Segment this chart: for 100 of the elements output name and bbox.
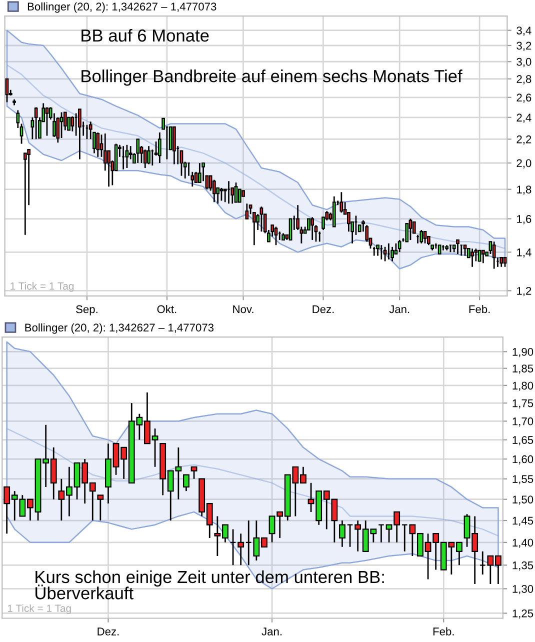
y-tick-label: 2,8: [516, 75, 532, 84]
y-tick-label: 1,80: [512, 382, 534, 391]
annotation: BB auf 6 Monate: [82, 28, 209, 42]
x-tick-label: Jan.: [389, 305, 410, 314]
candlestick: [500, 256, 504, 268]
candlestick: [230, 528, 236, 566]
candlestick: [405, 222, 409, 242]
legend-label: Bollinger (20, 2): 1,342627 – 1,477073: [28, 2, 216, 13]
candlestick: [194, 171, 198, 184]
y-tick-label: 1,60: [512, 455, 534, 464]
candlestick: [378, 524, 384, 544]
candlestick: [420, 229, 424, 244]
candlestick: [27, 148, 30, 206]
candlestick: [220, 187, 224, 202]
candlestick: [365, 224, 369, 242]
candlestick: [340, 191, 344, 214]
candlestick: [347, 212, 350, 232]
candlestick: [463, 244, 467, 256]
y-tick-label: 2,0: [516, 159, 532, 168]
candlestick: [5, 78, 9, 103]
candlestick: [238, 188, 242, 203]
y-tick-label: 1,50: [512, 496, 534, 505]
candlestick: [70, 116, 74, 132]
x-tick-label: Okt.: [157, 304, 176, 314]
x-tick-label: Feb.: [433, 627, 454, 636]
candlestick: [492, 240, 496, 270]
candlestick: [470, 248, 474, 268]
candlestick: [252, 212, 256, 246]
candlestick: [408, 218, 412, 241]
y-tick-label: 1,6: [517, 215, 532, 224]
legend-label: Bollinger (20, 2): 1,342627 – 1,477073: [25, 323, 214, 334]
candlestick: [503, 256, 507, 268]
candlestick: [103, 132, 107, 172]
candlestick: [274, 226, 278, 246]
candlestick: [383, 246, 387, 262]
candlestick: [97, 494, 104, 522]
y-tick-label: 1,45: [512, 516, 534, 526]
candlestick: [398, 239, 402, 253]
candlestick: [456, 239, 460, 255]
candlestick: [45, 106, 49, 136]
y-tick-label: 1,25: [512, 609, 534, 619]
y-tick-label: 1,30: [512, 584, 534, 594]
y-tick-label: 1,90: [512, 348, 534, 358]
candlestick: [260, 206, 264, 232]
candlestick: [158, 132, 162, 164]
candlestick: [482, 250, 485, 264]
y-tick-label: 1,65: [512, 436, 534, 446]
candlestick: [147, 145, 150, 165]
candlestick: [183, 474, 190, 492]
candlestick: [310, 216, 314, 241]
y-tick-label: 1,85: [512, 364, 534, 374]
candlestick: [78, 108, 82, 160]
candlestick: [107, 150, 110, 188]
candlestick: [478, 250, 482, 262]
candlestick: [376, 244, 380, 256]
y-tick-label: 1,75: [512, 399, 534, 408]
y-tick-label: 1,40: [512, 538, 534, 548]
x-tick-label: Jan.: [262, 628, 282, 636]
annotation: Kurs schon einige Zeit unter dem unteren BB: Überverkauft: [36, 570, 384, 600]
candlestick: [339, 520, 346, 548]
x-tick-label: Sep.: [76, 305, 98, 316]
annotation: 1 Tick = 1 Tag: [10, 282, 74, 292]
candlestick: [23, 152, 27, 236]
candlestick: [390, 246, 394, 262]
y-tick-label: 2,6: [516, 94, 532, 103]
candlestick: [190, 466, 198, 480]
y-tick-label: 1,4: [517, 248, 532, 258]
y-tick-label: 2,4: [516, 114, 532, 123]
annotation: 1 Tick = 1 Tag: [8, 604, 71, 614]
x-tick-label: Dez.: [98, 628, 119, 636]
candlestick: [34, 106, 38, 140]
candlestick: [172, 126, 176, 165]
annotation: Bollinger Bandbreite auf einem sechs Monats Tief: [82, 70, 462, 86]
candlestick: [234, 182, 238, 203]
y-tick-label: 1,8: [517, 186, 532, 195]
y-tick-label: 1,55: [512, 475, 534, 484]
x-tick-label: Nov.: [233, 305, 254, 314]
candlestick: [394, 242, 398, 255]
y-tick-label: 3,4: [516, 26, 532, 36]
candlestick: [136, 138, 140, 164]
candlestick: [245, 202, 249, 220]
candlestick: [128, 145, 132, 160]
y-tick-label: 1,35: [512, 561, 534, 571]
candlestick: [212, 179, 216, 203]
candlestick: [96, 132, 100, 158]
y-tick-label: 3,2: [516, 42, 532, 51]
candlestick: [346, 524, 354, 548]
candlestick: [125, 144, 129, 169]
y-tick-label: 2,2: [516, 135, 532, 145]
x-tick-label: Feb.: [469, 304, 490, 314]
x-tick-label: Dez.: [312, 305, 334, 314]
candlestick: [423, 230, 427, 244]
candlestick: [198, 162, 202, 184]
y-tick-label: 1,2: [517, 286, 532, 296]
candlestick: [180, 150, 184, 177]
candlestick: [288, 218, 292, 241]
candlestick: [238, 532, 244, 566]
y-tick-label: 1,70: [512, 417, 534, 427]
candlestick: [60, 112, 64, 139]
candlestick: [56, 116, 60, 144]
